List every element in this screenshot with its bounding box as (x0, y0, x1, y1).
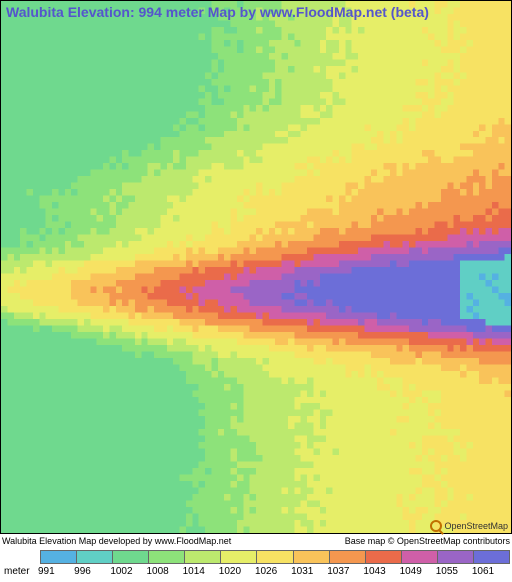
legend-tick-label: 1014 (183, 566, 219, 577)
map-title: Walubita Elevation: 994 meter Map by www… (6, 4, 429, 20)
footer-credit-right: Base map © OpenStreetMap contributors (345, 536, 510, 546)
legend-swatch (184, 550, 220, 564)
legend-tick-label: 1049 (400, 566, 436, 577)
legend-swatch (437, 550, 473, 564)
osm-logo-text: OpenStreetMap (444, 521, 508, 531)
legend-bar (40, 550, 510, 564)
legend-swatch (76, 550, 112, 564)
heatmap-canvas (1, 1, 511, 533)
legend-swatch (40, 550, 76, 564)
legend-tick-label: 1055 (436, 566, 472, 577)
legend-swatch (256, 550, 292, 564)
legend-swatch (401, 550, 437, 564)
legend-ticks: 9919961002100810141020102610311037104310… (40, 566, 510, 577)
legend-tick-label: 1020 (219, 566, 255, 577)
legend-unit: meter (4, 566, 30, 577)
legend-swatch (220, 550, 256, 564)
search-icon (430, 520, 442, 532)
legend-tick-label: 1008 (146, 566, 182, 577)
legend-swatch (148, 550, 184, 564)
footer-row: Walubita Elevation Map developed by www.… (0, 536, 512, 546)
elevation-map (0, 0, 512, 534)
legend-tick-label: 1043 (363, 566, 399, 577)
legend-swatch (293, 550, 329, 564)
legend-tick-label: 1026 (255, 566, 291, 577)
osm-attribution-logo: OpenStreetMap (430, 520, 508, 532)
legend-tick-label: 1002 (110, 566, 146, 577)
legend-tick-label: 1037 (327, 566, 363, 577)
legend-tick-label: 996 (74, 566, 110, 577)
footer-credit-left: Walubita Elevation Map developed by www.… (2, 536, 231, 546)
legend-tick-label: 1031 (291, 566, 327, 577)
legend-swatch (365, 550, 401, 564)
color-legend: meter 9919961002100810141020102610311037… (0, 550, 512, 580)
legend-tick-label: 1061 (472, 566, 508, 577)
legend-tick-label: 991 (38, 566, 74, 577)
legend-swatch (329, 550, 365, 564)
legend-swatch (473, 550, 510, 564)
legend-swatch (112, 550, 148, 564)
